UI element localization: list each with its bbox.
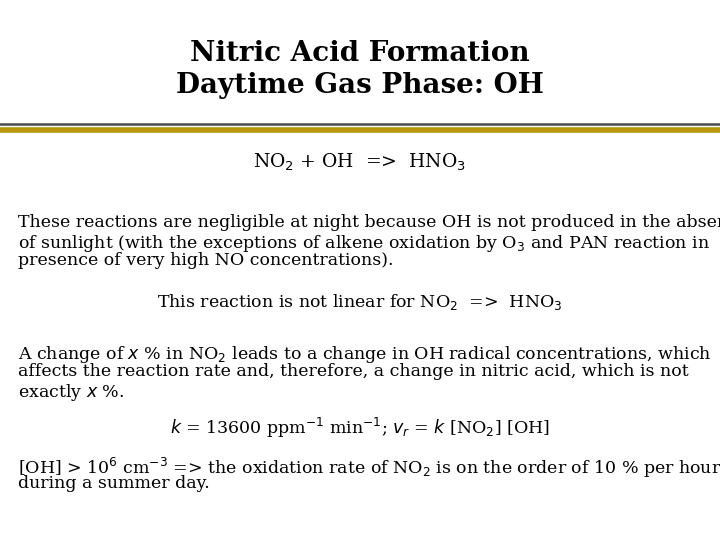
Text: [OH] > 10$^6$ cm$^{-3}$ => the oxidation rate of NO$_2$ is on the order of 10 % : [OH] > 10$^6$ cm$^{-3}$ => the oxidation… (18, 456, 720, 480)
Text: These reactions are negligible at night because OH is not produced in the absenc: These reactions are negligible at night … (18, 214, 720, 231)
Text: A change of $x$ % in NO$_2$ leads to a change in OH radical concentrations, whic: A change of $x$ % in NO$_2$ leads to a c… (18, 344, 711, 365)
Text: Nitric Acid Formation: Nitric Acid Formation (190, 40, 530, 67)
Text: of sunlight (with the exceptions of alkene oxidation by O$_3$ and PAN reaction i: of sunlight (with the exceptions of alke… (18, 233, 710, 254)
Text: during a summer day.: during a summer day. (18, 475, 210, 492)
Text: $k$ = 13600 ppm$^{-1}$ min$^{-1}$; $v_r$ = $k$ [NO$_2$] [OH]: $k$ = 13600 ppm$^{-1}$ min$^{-1}$; $v_r$… (170, 416, 550, 440)
Text: presence of very high NO concentrations).: presence of very high NO concentrations)… (18, 252, 394, 269)
Text: affects the reaction rate and, therefore, a change in nitric acid, which is not: affects the reaction rate and, therefore… (18, 363, 688, 380)
Text: This reaction is not linear for NO$_2$  =>  HNO$_3$: This reaction is not linear for NO$_2$ =… (157, 292, 563, 312)
Text: exactly $x$ %.: exactly $x$ %. (18, 382, 125, 403)
Text: Daytime Gas Phase: OH: Daytime Gas Phase: OH (176, 72, 544, 99)
Text: NO$_2$ + OH  =>  HNO$_3$: NO$_2$ + OH => HNO$_3$ (253, 152, 467, 173)
